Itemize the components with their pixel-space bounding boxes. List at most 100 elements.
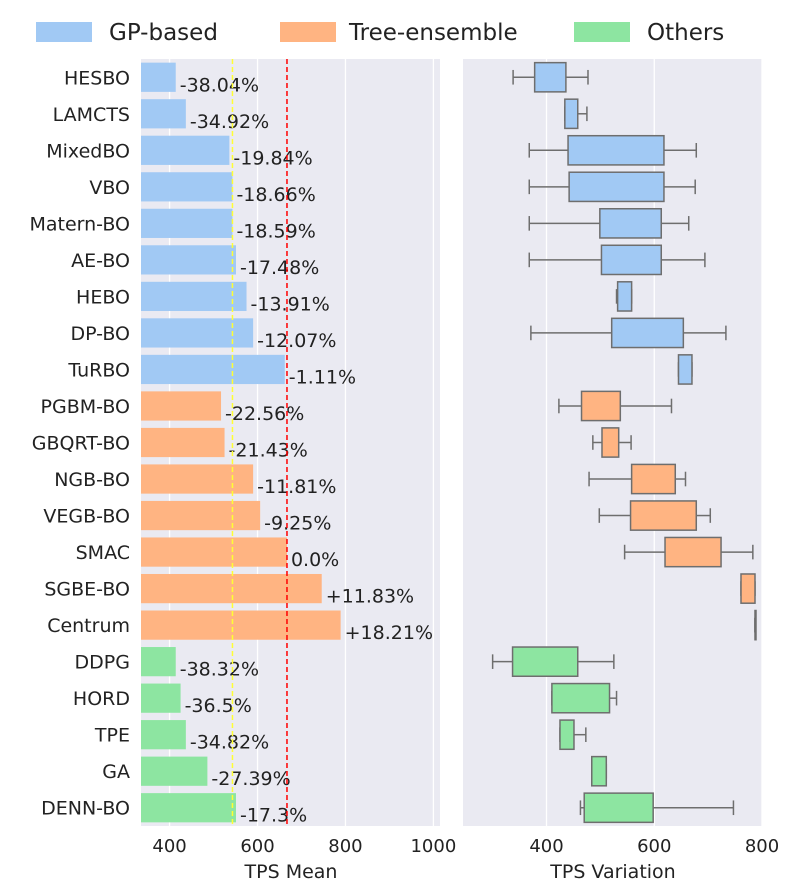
box-mixedbo xyxy=(567,134,665,166)
box-ngb-bo xyxy=(630,463,677,495)
legend-label-others: Others xyxy=(647,20,724,46)
category-label: GA xyxy=(102,761,130,783)
box-vegb-bo xyxy=(629,500,698,531)
bar-value-label: -12.07% xyxy=(257,330,336,352)
bar-value-label: -27.39% xyxy=(211,768,290,790)
category-label: TuRBO xyxy=(67,359,130,381)
bar-value-label: -9.25% xyxy=(264,513,331,535)
bar-lamcts xyxy=(141,99,186,129)
box-gbqrt-bo xyxy=(601,427,620,458)
bar-gbqrt-bo xyxy=(141,427,225,458)
bar-value-label: -22.56% xyxy=(225,403,304,425)
bar-value-label: -19.84% xyxy=(233,147,312,169)
bar-hebo xyxy=(141,281,247,312)
bar-value-label: -17.3% xyxy=(240,805,307,827)
legend-swatch-gp-based xyxy=(36,22,92,42)
bar-pgbm-bo xyxy=(141,391,222,421)
box-hebo xyxy=(616,281,633,312)
tps-mean-panel: 400 600 800 1000 HESBO -38.04% LAMCTS -34.92% Mi… xyxy=(29,59,456,857)
box-matern-bo xyxy=(599,207,663,239)
category-label: HEBO xyxy=(76,286,130,308)
bar-sgbe-bo xyxy=(141,573,322,604)
x-tick-label: 1000 xyxy=(410,836,456,857)
category-label: HESBO xyxy=(64,67,130,89)
bar-value-label: -34.82% xyxy=(190,732,269,754)
bar-vbo xyxy=(141,172,233,202)
box-tpe xyxy=(559,719,575,751)
legend-label-tree-ensemble: Tree-ensemble xyxy=(348,20,518,46)
box-vbo xyxy=(568,171,665,203)
legend: GP-based Tree-ensemble Others xyxy=(36,20,724,46)
bar-value-label: -34.92% xyxy=(190,111,269,133)
category-label: NGB-BO xyxy=(54,469,130,491)
legend-swatch-others xyxy=(574,22,630,42)
box-ddpg xyxy=(511,646,579,678)
category-label: TPE xyxy=(94,725,130,747)
x-tick-label: 400 xyxy=(529,836,563,857)
bar-value-label: -38.04% xyxy=(180,74,259,96)
box-pgbm-bo xyxy=(580,390,622,422)
box-ga xyxy=(591,755,608,787)
bar-value-label: -1.11% xyxy=(289,366,356,388)
legend-label-gp-based: GP-based xyxy=(109,20,218,46)
x-tick-label: 600 xyxy=(240,836,274,857)
x-tick-label: 800 xyxy=(745,836,779,857)
category-label: VBO xyxy=(89,177,130,199)
bar-value-label: -18.66% xyxy=(236,184,315,206)
category-label: LAMCTS xyxy=(53,104,130,126)
bar-value-label: -11.81% xyxy=(257,476,336,498)
box-turbo xyxy=(677,354,693,385)
category-label: AE-BO xyxy=(71,250,130,272)
category-label: GBQRT-BO xyxy=(32,433,130,455)
tps-variation-panel: 400 600 800 xyxy=(463,59,779,857)
bar-ddpg xyxy=(141,647,176,677)
x-axis-title-tps-mean: TPS Mean xyxy=(244,861,338,883)
bar-centrum xyxy=(141,610,341,640)
category-label: MixedBO xyxy=(46,140,130,162)
bar-value-label: -18.59% xyxy=(236,220,315,242)
x-tick-label: 600 xyxy=(637,836,671,857)
bar-value-label: +11.83% xyxy=(326,586,414,608)
box-dp-bo xyxy=(610,317,685,349)
bar-ngb-bo xyxy=(141,464,254,494)
x-axis-title-tps-variation: TPS Variation xyxy=(549,861,675,883)
x-tick-label: 800 xyxy=(328,836,362,857)
bar-hord xyxy=(141,683,181,713)
box-centrum xyxy=(754,609,757,641)
bar-denn-bo xyxy=(141,793,236,823)
category-label: PGBM-BO xyxy=(41,396,130,418)
category-label: DENN-BO xyxy=(41,798,130,820)
category-label: Matern-BO xyxy=(29,213,130,235)
bar-dp-bo xyxy=(141,318,254,348)
bar-vegb-bo xyxy=(141,500,261,531)
bar-value-label: 0.0% xyxy=(291,549,339,571)
box-hord xyxy=(551,682,611,714)
bar-ga xyxy=(141,756,208,786)
category-label: HORD xyxy=(73,688,130,710)
bar-hesbo xyxy=(141,62,176,92)
legend-swatch-tree-ensemble xyxy=(280,22,336,42)
bar-matern-bo xyxy=(141,208,233,238)
x-tick-label: 400 xyxy=(152,836,186,857)
box-lamcts xyxy=(564,98,579,130)
bar-value-label: -38.32% xyxy=(180,659,259,681)
bar-value-label: +18.21% xyxy=(345,622,433,644)
category-label: Centrum xyxy=(47,615,130,637)
category-label: DP-BO xyxy=(70,323,130,345)
bar-tpe xyxy=(141,720,186,750)
bar-value-label: -13.91% xyxy=(251,293,330,315)
category-label: VEGB-BO xyxy=(43,506,130,528)
bar-mixedbo xyxy=(141,135,230,165)
box-denn-bo xyxy=(583,792,654,824)
bar-value-label: -17.48% xyxy=(240,257,319,279)
box-sgbe-bo xyxy=(740,573,756,604)
category-label: SGBE-BO xyxy=(44,579,130,601)
bar-turbo xyxy=(141,354,285,385)
bar-value-label: -21.43% xyxy=(229,440,308,462)
bar-smac xyxy=(141,537,287,567)
bar-ae-bo xyxy=(141,245,236,275)
box-hesbo xyxy=(533,61,567,93)
category-label: SMAC xyxy=(76,542,130,564)
bar-value-label: -36.5% xyxy=(185,695,252,717)
category-label: DDPG xyxy=(75,652,130,674)
